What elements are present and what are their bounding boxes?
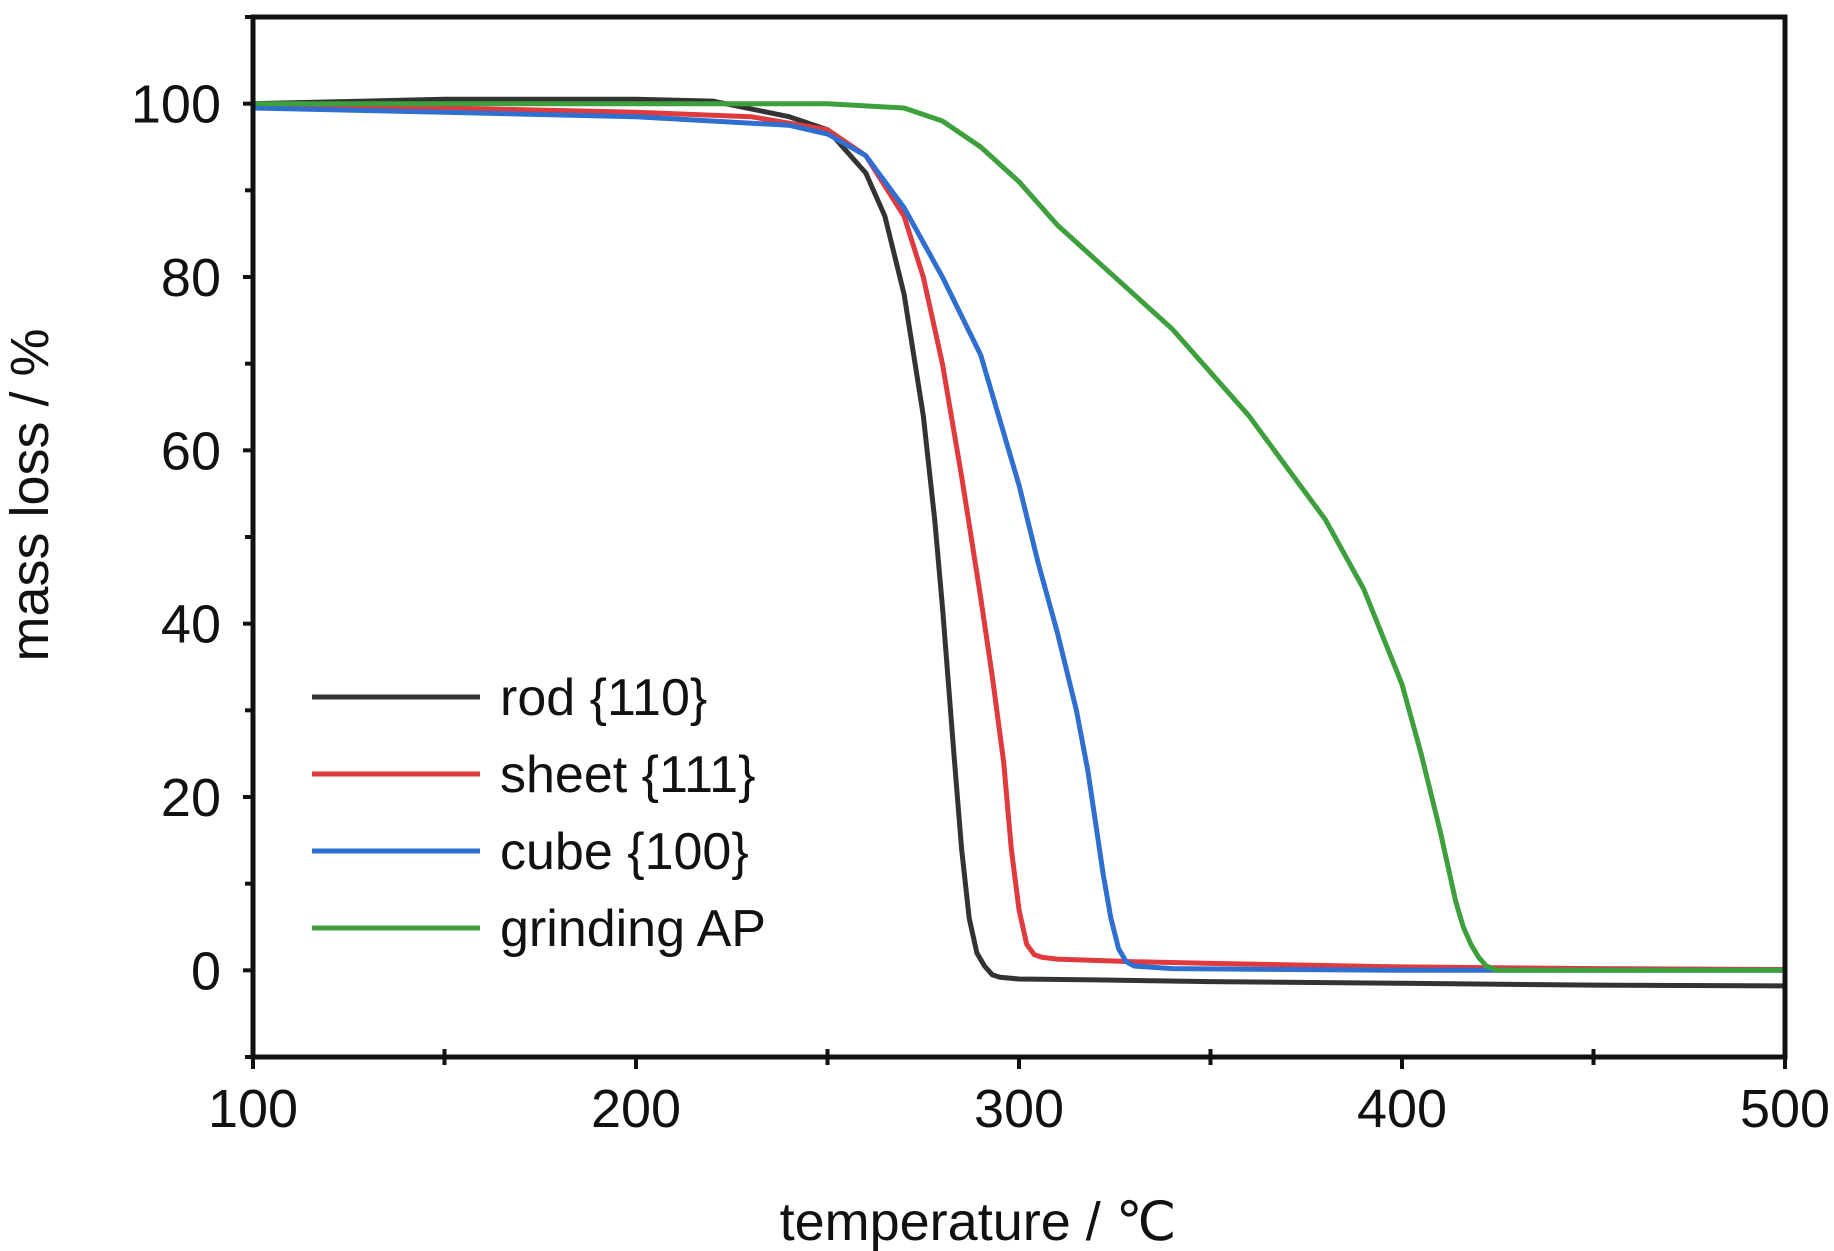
legend-label: grinding AP: [500, 900, 766, 958]
y-tick-label: 0: [191, 941, 221, 1001]
x-axis-title: temperature / ℃: [780, 1192, 1177, 1251]
legend-label: cube {100}: [500, 823, 749, 881]
x-tick-label: 500: [1740, 1079, 1830, 1139]
series-lines: [250, 96, 1788, 989]
x-tick-label: 200: [591, 1079, 681, 1139]
series-line-2: [250, 105, 1788, 973]
legend-label: rod {110}: [500, 669, 707, 727]
y-tick-label: 40: [161, 595, 221, 655]
plot-frame: [250, 14, 1788, 1060]
x-tick-label: 400: [1357, 1079, 1447, 1139]
legend-label: sheet {111}: [500, 746, 755, 804]
series-line-1: [250, 101, 1788, 972]
y-tick-label: 100: [131, 75, 221, 135]
axis-ticks: 100 200 300 400 500 0 20 40 60 80 100: [131, 15, 1830, 1139]
series-line-3: [250, 101, 1788, 973]
x-tick-label: 300: [974, 1079, 1064, 1139]
y-tick-label: 80: [161, 248, 221, 308]
y-tick-label: 60: [161, 421, 221, 481]
series-line-0: [250, 96, 1788, 989]
x-tick-label: 100: [208, 1079, 298, 1139]
y-tick-label: 20: [161, 768, 221, 828]
legend: rod {110} sheet {111} cube {100} grinding A…: [312, 669, 766, 958]
y-axis-title: mass loss / %: [0, 328, 60, 661]
